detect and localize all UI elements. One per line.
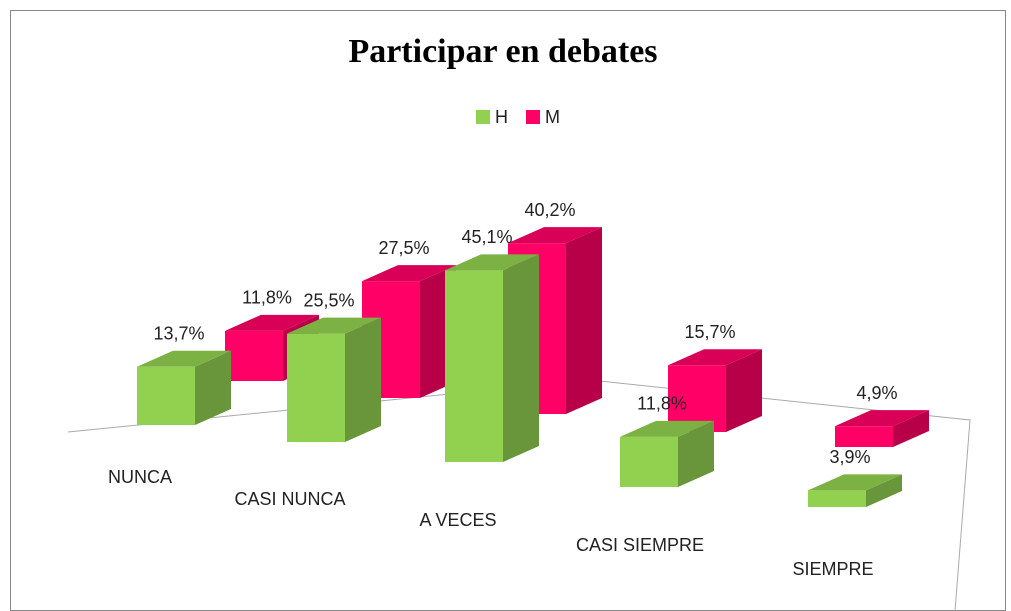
bar — [137, 366, 195, 425]
bar-top — [137, 350, 231, 367]
bar-top — [225, 314, 319, 331]
data-label: 13,7% — [153, 324, 204, 344]
x-tick-label: NUNCA — [108, 467, 172, 487]
bar-side — [866, 474, 902, 507]
bar-side — [678, 420, 714, 487]
bar — [445, 270, 503, 462]
bar — [620, 436, 678, 487]
chart-title: Participar en debates — [348, 33, 657, 70]
bar-top — [362, 265, 456, 282]
bar-top — [620, 420, 714, 437]
data-label: 15,7% — [684, 322, 735, 342]
data-label: 25,5% — [303, 290, 354, 310]
bar-side — [503, 254, 539, 462]
bar-top — [445, 254, 539, 271]
legend-label: M — [545, 107, 560, 127]
data-label: 40,2% — [524, 200, 575, 220]
data-label: 11,8% — [637, 394, 687, 414]
bar-top — [508, 227, 602, 244]
x-tick-label: SIEMPRE — [792, 559, 873, 579]
bar-side — [726, 349, 762, 432]
bar-top — [835, 410, 929, 427]
data-label: 45,1% — [461, 227, 512, 247]
bar-top — [808, 474, 902, 491]
bar — [287, 333, 345, 442]
bar-top — [668, 349, 762, 366]
x-tick-label: CASI SIEMPRE — [576, 535, 704, 555]
bar-side — [566, 227, 602, 414]
data-label: 3,9% — [829, 447, 870, 467]
legend-swatch — [526, 110, 540, 124]
legend-swatch — [476, 110, 490, 124]
bar-top — [287, 317, 381, 334]
bar — [835, 426, 893, 447]
bar-side — [893, 410, 929, 447]
x-tick-label: A VECES — [419, 510, 496, 530]
data-label: 27,5% — [378, 238, 429, 258]
bar-side — [345, 317, 381, 442]
bar — [808, 490, 866, 507]
bar — [225, 330, 283, 381]
legend-label: H — [495, 107, 508, 127]
data-label: 4,9% — [856, 383, 897, 403]
bar-side — [195, 350, 231, 425]
x-tick-label: CASI NUNCA — [234, 489, 345, 509]
data-label: 11,8% — [242, 288, 292, 308]
